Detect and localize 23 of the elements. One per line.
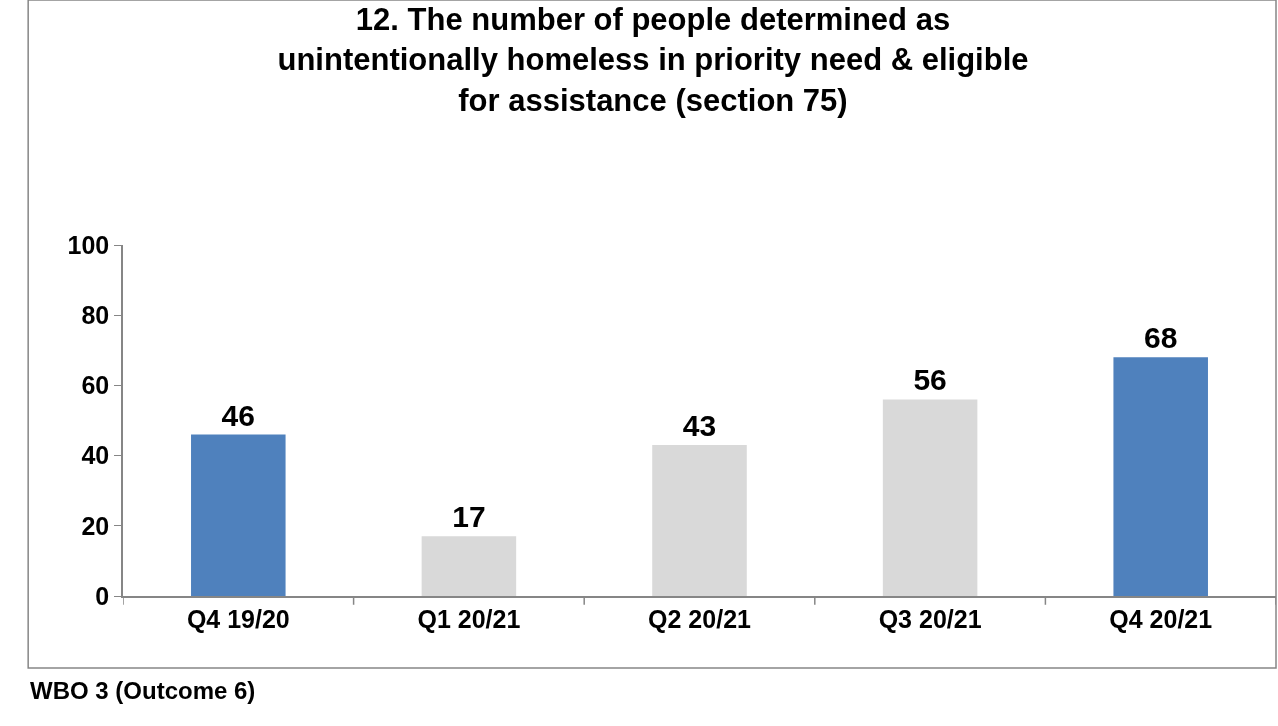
bar bbox=[421, 536, 517, 596]
y-tick-label: 0 bbox=[95, 581, 110, 610]
y-tick-label: 80 bbox=[81, 300, 110, 329]
y-tick-label: 100 bbox=[67, 230, 110, 259]
bar bbox=[882, 399, 978, 596]
x-tick-label: Q4 19/20 bbox=[186, 604, 290, 633]
y-tick-label: 40 bbox=[81, 441, 110, 470]
x-tick-label: Q2 20/21 bbox=[648, 604, 752, 633]
y-tick-label: 60 bbox=[81, 371, 110, 400]
x-tick-label: Q4 20/21 bbox=[1109, 604, 1213, 633]
data-label: 17 bbox=[452, 500, 486, 534]
bar bbox=[1113, 357, 1208, 596]
text: WBO 3 (Outcome 6) bbox=[30, 677, 256, 704]
bar bbox=[191, 434, 286, 596]
bar bbox=[652, 445, 747, 596]
x-tick-label: Q1 20/21 bbox=[417, 604, 521, 633]
data-label: 46 bbox=[221, 398, 255, 432]
chart-title: 12. The number of people determined as unintentionally homeless in priority need & eligible for assistance (section 75) bbox=[277, 2, 1029, 118]
y-tick-label: 20 bbox=[81, 511, 110, 540]
x-tick-label: Q3 20/21 bbox=[878, 604, 982, 633]
data-label: 56 bbox=[913, 363, 947, 397]
data-label: 43 bbox=[682, 409, 717, 443]
data-label: 68 bbox=[1144, 321, 1178, 355]
